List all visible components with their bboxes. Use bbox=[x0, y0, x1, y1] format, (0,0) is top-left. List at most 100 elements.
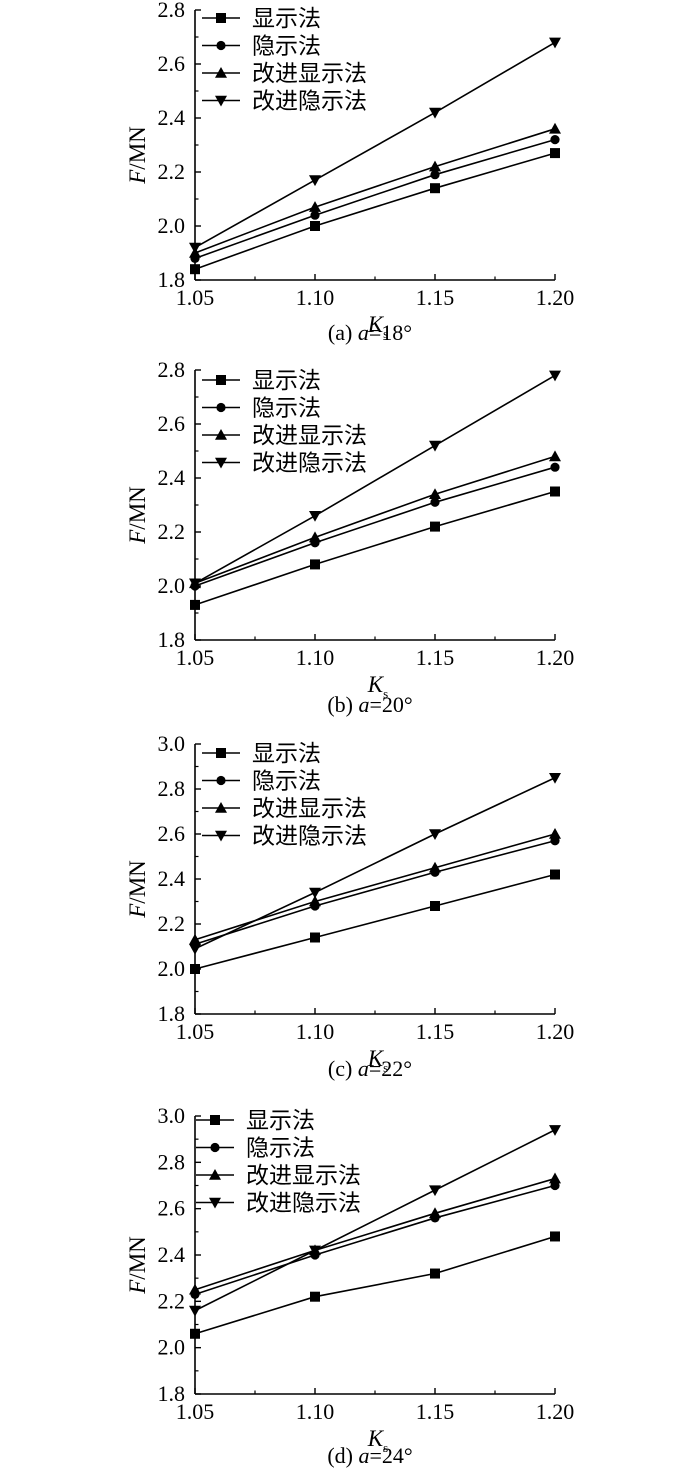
series-circle bbox=[190, 462, 560, 591]
x-tick-label: 1.20 bbox=[536, 645, 575, 670]
legend-marker bbox=[215, 457, 227, 469]
data-point bbox=[189, 242, 201, 254]
x-axis-label: Ks bbox=[367, 672, 388, 701]
legend-marker bbox=[216, 775, 226, 786]
caption-suffix: =20° bbox=[369, 692, 412, 717]
data-point bbox=[549, 772, 561, 784]
chart-panel-b: 1.8 2.0 2.2 2.4 2.6 2.8 1.05 1.10 1.15 1.20 F/MN Ks… bbox=[125, 357, 574, 717]
legend-marker bbox=[209, 1197, 221, 1209]
series-line bbox=[194, 839, 556, 946]
data-point bbox=[309, 895, 321, 907]
data-point bbox=[190, 599, 200, 610]
y-axis-label-unit: /MN bbox=[125, 126, 150, 170]
legend-label: 改进显示法 bbox=[252, 423, 367, 449]
y-tick-label: 2.2 bbox=[158, 519, 186, 544]
caption-prefix: (a) bbox=[328, 320, 358, 345]
data-point bbox=[310, 221, 320, 231]
panel-caption: (d) a=24° bbox=[327, 1443, 412, 1468]
data-point bbox=[550, 486, 560, 497]
x-tick-label: 1.05 bbox=[176, 1019, 215, 1044]
x-tick-label: 1.10 bbox=[296, 645, 335, 670]
x-tick-label: 1.20 bbox=[536, 1019, 575, 1044]
legend-marker bbox=[215, 429, 227, 440]
data-point bbox=[550, 462, 560, 472]
legend-label: 改进隐示法 bbox=[252, 824, 367, 850]
x-tick-label: 1.10 bbox=[296, 1399, 335, 1424]
caption-var: a bbox=[358, 1056, 369, 1081]
y-tick-label: 2.6 bbox=[158, 411, 186, 436]
series-circle bbox=[190, 135, 560, 263]
series-line bbox=[194, 1177, 556, 1291]
legend-marker bbox=[215, 802, 227, 813]
data-point bbox=[429, 1207, 441, 1219]
caption-prefix: (d) bbox=[327, 1443, 358, 1468]
y-tick-label: 3.0 bbox=[158, 731, 186, 756]
legend-label: 隐示法 bbox=[252, 396, 321, 422]
x-axis-label-main: K bbox=[367, 672, 385, 697]
series-triangle-up bbox=[189, 122, 561, 258]
series-line bbox=[194, 152, 556, 270]
data-point bbox=[430, 497, 440, 507]
y-axis-label-unit: /MN bbox=[125, 486, 150, 530]
y-tick-label: 2.8 bbox=[158, 0, 186, 22]
y-axis-label: F/MN bbox=[125, 126, 150, 185]
legend-marker bbox=[210, 1142, 220, 1153]
series-triangle-down bbox=[189, 772, 561, 955]
data-point bbox=[429, 861, 441, 873]
legend-label: 显示法 bbox=[246, 1108, 315, 1134]
y-tick-label: 2.4 bbox=[158, 465, 186, 490]
caption-var: a bbox=[358, 320, 369, 345]
series-triangle-up bbox=[189, 1172, 561, 1295]
y-tick-label: 2.6 bbox=[158, 821, 186, 846]
series-line bbox=[194, 490, 556, 606]
caption-prefix: (c) bbox=[328, 1056, 358, 1081]
y-tick-label: 2.2 bbox=[158, 911, 186, 936]
legend-label: 改进显示法 bbox=[246, 1163, 361, 1189]
x-tick-label: 1.05 bbox=[176, 285, 215, 310]
y-tick-label: 3.0 bbox=[158, 1103, 186, 1128]
caption-var: a bbox=[358, 1443, 369, 1468]
y-axis-label: F/MN bbox=[125, 486, 150, 545]
legend-marker bbox=[215, 830, 227, 842]
legend-marker bbox=[209, 1169, 221, 1180]
data-point bbox=[190, 1328, 200, 1339]
y-tick-label: 1.8 bbox=[158, 1381, 186, 1406]
series-line bbox=[194, 1184, 556, 1296]
x-axis-label: Ks bbox=[367, 1046, 388, 1075]
legend-label: 隐示法 bbox=[252, 769, 321, 795]
data-point bbox=[550, 135, 560, 145]
y-axis-label: F/MN bbox=[125, 1236, 150, 1295]
series-triangle-up bbox=[189, 828, 561, 945]
y-tick-label: 2.8 bbox=[158, 1149, 186, 1174]
data-point bbox=[310, 1291, 320, 1302]
legend-label: 显示法 bbox=[252, 368, 321, 394]
x-axis-label-sub: s bbox=[383, 1060, 388, 1075]
legend-label: 改进隐示法 bbox=[252, 451, 367, 477]
data-point bbox=[309, 887, 321, 899]
legend-label: 改进隐示法 bbox=[252, 89, 367, 115]
data-point bbox=[309, 201, 321, 212]
data-point bbox=[549, 122, 561, 134]
legend-marker bbox=[216, 375, 226, 385]
data-point bbox=[550, 1231, 560, 1242]
series-triangle-down bbox=[189, 370, 561, 590]
series-line bbox=[194, 138, 556, 260]
chart-panel-d: 1.8 2.0 2.2 2.4 2.6 2.8 3.0 1.05 1.10 1.15 1.20 F/M… bbox=[125, 1103, 574, 1468]
data-point bbox=[549, 1172, 561, 1184]
y-tick-label: 2.4 bbox=[158, 866, 186, 891]
data-point bbox=[309, 511, 321, 522]
data-point bbox=[549, 37, 561, 49]
legend-label: 改进显示法 bbox=[252, 61, 367, 87]
x-axis-label: Ks bbox=[367, 1426, 388, 1455]
series-line bbox=[194, 1129, 556, 1312]
y-tick-label: 2.8 bbox=[158, 357, 186, 382]
legend-label: 改进显示法 bbox=[252, 796, 367, 822]
data-point bbox=[189, 933, 201, 945]
caption-var: a bbox=[358, 692, 369, 717]
data-point bbox=[550, 148, 560, 159]
caption-suffix: =24° bbox=[369, 1443, 412, 1468]
y-tick-label: 2.2 bbox=[158, 1288, 186, 1313]
data-point bbox=[430, 1268, 440, 1279]
legend-marker bbox=[216, 748, 226, 758]
